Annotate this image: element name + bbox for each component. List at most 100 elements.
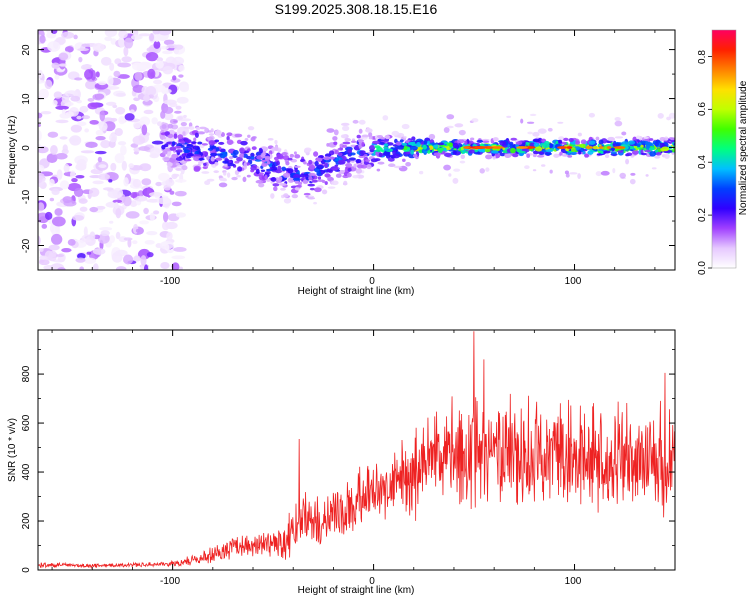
spectrogram-cell [237, 166, 243, 172]
spectrogram-cell [558, 136, 565, 141]
spectrogram-cell [255, 179, 264, 184]
spectrogram-cell [162, 156, 170, 162]
spectrogram-cell [506, 115, 512, 118]
spectrogram-cell [81, 115, 91, 120]
spectrogram-cell [643, 136, 649, 139]
spectrogram-cell [194, 146, 200, 150]
spectrogram-cell [254, 159, 262, 162]
spectrogram-cell [577, 132, 582, 137]
spectrogram-cell [434, 144, 439, 149]
spectrogram-cell [499, 152, 506, 157]
spectrogram-cell [525, 141, 530, 145]
spectrogram-cell [173, 44, 184, 50]
spectrogram-cell [38, 79, 46, 84]
spectrogram-cell [38, 112, 43, 119]
spectrogram-cell [234, 160, 240, 164]
spectrogram-cell [359, 150, 366, 155]
spectrogram-cell [139, 116, 151, 127]
spectrogram-cell [636, 143, 641, 148]
spectrogram-cell [206, 155, 210, 160]
spectrogram-cell [98, 80, 107, 86]
spectrogram-cell [274, 140, 278, 145]
spectrogram-cell [654, 155, 661, 159]
spectrogram-cell [561, 154, 569, 157]
spectrogram-cell [175, 156, 184, 161]
spectrogram-cell [226, 172, 231, 178]
spectrogram-cell [53, 91, 63, 99]
spectrogram-cell [295, 184, 302, 188]
spectrogram-cell [171, 153, 177, 159]
spectrogram-cell [356, 134, 361, 139]
spectrogram-cell [270, 193, 275, 199]
spectrogram-cell [267, 137, 274, 141]
spectrogram-cell [97, 173, 110, 180]
spectrogram-cell [333, 129, 339, 136]
spectrogram-cell [151, 140, 164, 145]
spectrogram-cell [645, 142, 653, 147]
spectrogram-cell [172, 75, 177, 81]
spectrogram-cell [437, 142, 445, 146]
spectrogram-cell [226, 135, 230, 141]
spectrogram-cell [427, 149, 431, 154]
spectrogram-cell [38, 202, 45, 212]
spectrogram-cell [54, 74, 60, 80]
colorbar-ticks [708, 56, 712, 269]
spectrogram-cell [537, 151, 545, 155]
spectrogram-cell [326, 143, 330, 147]
spectrogram-cell [323, 156, 331, 161]
spectrogram-cell [114, 58, 122, 65]
colorbar-tick-label: 0.6 [697, 102, 708, 116]
spectrogram-cell [302, 179, 309, 185]
spectrogram-cell [600, 170, 610, 176]
spectrogram-cell [234, 133, 243, 138]
spectrogram-cell [297, 181, 303, 185]
spectrogram-cell [326, 169, 333, 173]
spectrogram-cell [356, 164, 364, 169]
spectrogram-cell [138, 248, 151, 260]
spectrogram-cell [118, 30, 128, 39]
spectrogram-cell [234, 170, 240, 176]
spectrogram-cell [452, 142, 459, 149]
spectrogram-cell [629, 178, 636, 185]
spectrogram-cell [94, 150, 107, 155]
spectrogram-cell [657, 113, 664, 119]
spectrogram-cell [287, 168, 294, 174]
snr-ytick-label: 0 [21, 567, 32, 573]
spectrogram-cell [540, 164, 546, 167]
spectrogram-cell [401, 123, 410, 130]
spectrogram-peak [490, 146, 505, 149]
spectrogram-cell [281, 166, 287, 172]
spectrogram-cell [75, 175, 85, 179]
spectrogram-cell [143, 94, 150, 102]
spectrogram-cell [51, 62, 60, 69]
spectrogram-cell [403, 145, 408, 151]
spectrogram-cell [117, 74, 130, 79]
spectrogram-cell [317, 176, 322, 180]
spectrogram-cell [383, 143, 389, 147]
spectrogram-cell [520, 118, 524, 124]
spectrogram-cell [154, 33, 160, 43]
spectrogram-cell [251, 146, 257, 151]
spectrogram-cell [326, 128, 335, 133]
spectrogram-cell [240, 140, 248, 146]
spectrogram-cell [587, 150, 594, 155]
spectrogram-cell [48, 244, 60, 251]
spectrogram-cell [570, 147, 576, 153]
spectrogram-cell [192, 154, 201, 157]
spectrogram-cell [563, 137, 569, 142]
spectrogram-peak [566, 146, 573, 149]
spectrogram-cell [375, 151, 379, 156]
spectrogram-cell [250, 165, 257, 171]
spectrogram-cell [640, 140, 646, 145]
spectrogram-cell [156, 121, 163, 127]
spectrogram-cell [567, 155, 573, 158]
spectrogram-cell [270, 177, 277, 182]
spectrogram-cell [258, 172, 264, 176]
spectrogram-cell [607, 136, 615, 142]
spectrogram-cell [419, 170, 424, 175]
spectrogram-cell [223, 171, 227, 176]
spectrogram-cell [264, 174, 268, 180]
spectrogram-cell [558, 139, 563, 144]
spectrogram-cell [163, 99, 177, 105]
spectrogram-cell [98, 121, 108, 132]
